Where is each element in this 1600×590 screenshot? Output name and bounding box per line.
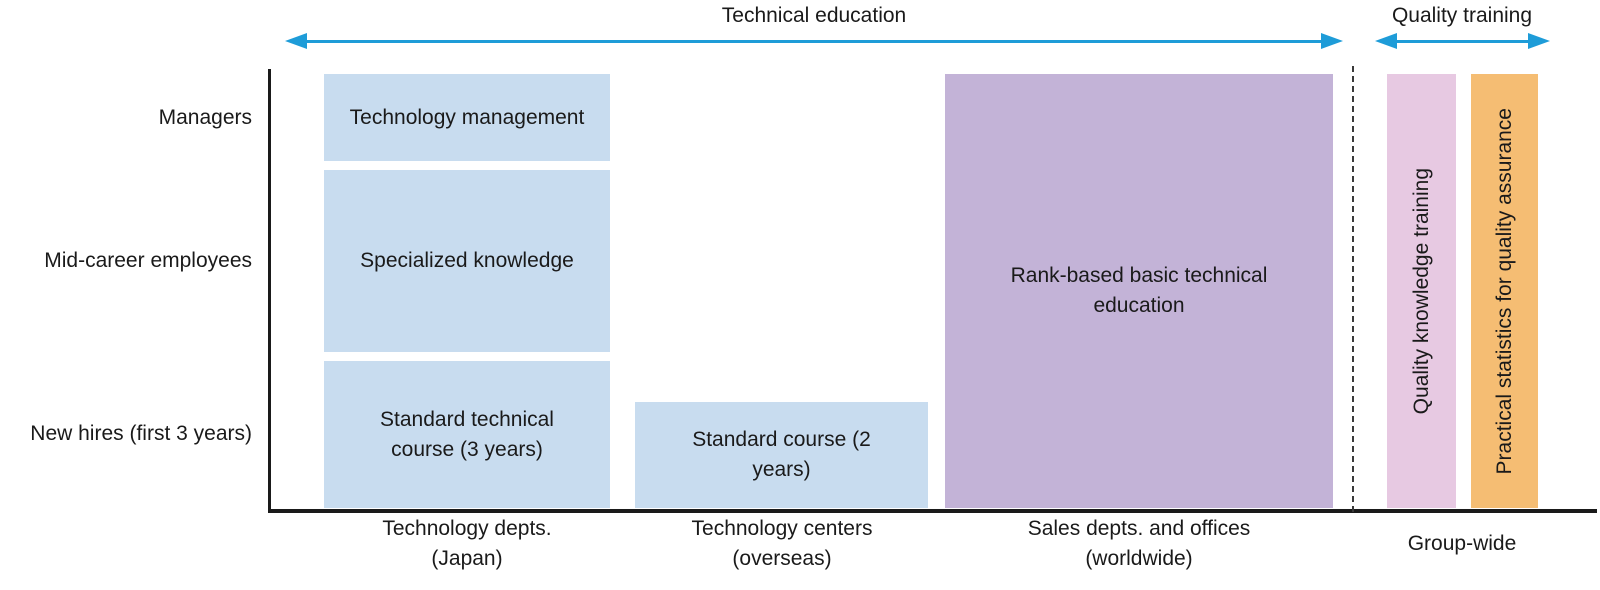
box-label: Standard technical course (3 years) [380,407,554,461]
column-label-line2: (worldwide) [1085,547,1193,570]
column-label-line1: Sales depts. and offices [1027,517,1251,540]
rank-based-basic-education-box: Rank-based basic technical education [945,74,1333,508]
box-label: Specialized knowledge [360,249,574,272]
practical-statistics-bar: Practical statistics for quality assuran… [1471,74,1538,508]
column-label-group-wide: Group-wide [1302,529,1600,559]
row-label-mid-career: Mid-career employees [44,249,252,272]
box-label: Standard course (2 years) [692,428,871,481]
quality-training-span-arrow [1375,33,1550,49]
column-label-line1: Technology depts. [382,517,552,540]
bar-label: Practical statistics for quality assuran… [1492,107,1516,475]
y-axis-line [268,69,271,513]
specialized-knowledge-box: Specialized knowledge [324,170,610,352]
arrow-left-head-icon [1375,33,1397,49]
arrow-shaft [1397,39,1528,43]
column-label-sales-depts: Sales depts. and offices (worldwide) [979,514,1299,574]
column-label-technology-centers: Technology centers (overseas) [622,514,942,574]
standard-course-box: Standard course (2 years) [635,402,928,508]
section-divider-dashed-line [1352,66,1354,512]
quality-knowledge-training-bar: Quality knowledge training [1387,74,1456,508]
arrow-right-head-icon [1321,33,1343,49]
column-label-line1: Group-wide [1407,532,1517,555]
technical-education-title: Technical education [721,4,907,27]
row-label-managers: Managers [158,106,252,129]
column-label-technology-depts: Technology depts. (Japan) [307,514,627,574]
standard-technical-course-box: Standard technical course (3 years) [324,361,610,508]
box-label: Rank-based basic technical education [1010,264,1268,317]
row-label-new-hires: New hires (first 3 years) [30,422,252,445]
arrow-right-head-icon [1528,33,1550,49]
technology-management-box: Technology management [324,74,610,161]
column-label-line2: (Japan) [431,547,503,570]
quality-training-title: Quality training [1391,4,1533,27]
technical-education-span-arrow [285,33,1343,49]
bar-label: Quality knowledge training [1409,167,1433,415]
box-label: Technology management [349,105,585,129]
x-axis-line [268,509,1597,513]
arrow-shaft [307,39,1321,43]
arrow-left-head-icon [285,33,307,49]
column-label-line1: Technology centers [691,517,873,540]
column-label-line2: (overseas) [732,547,832,570]
